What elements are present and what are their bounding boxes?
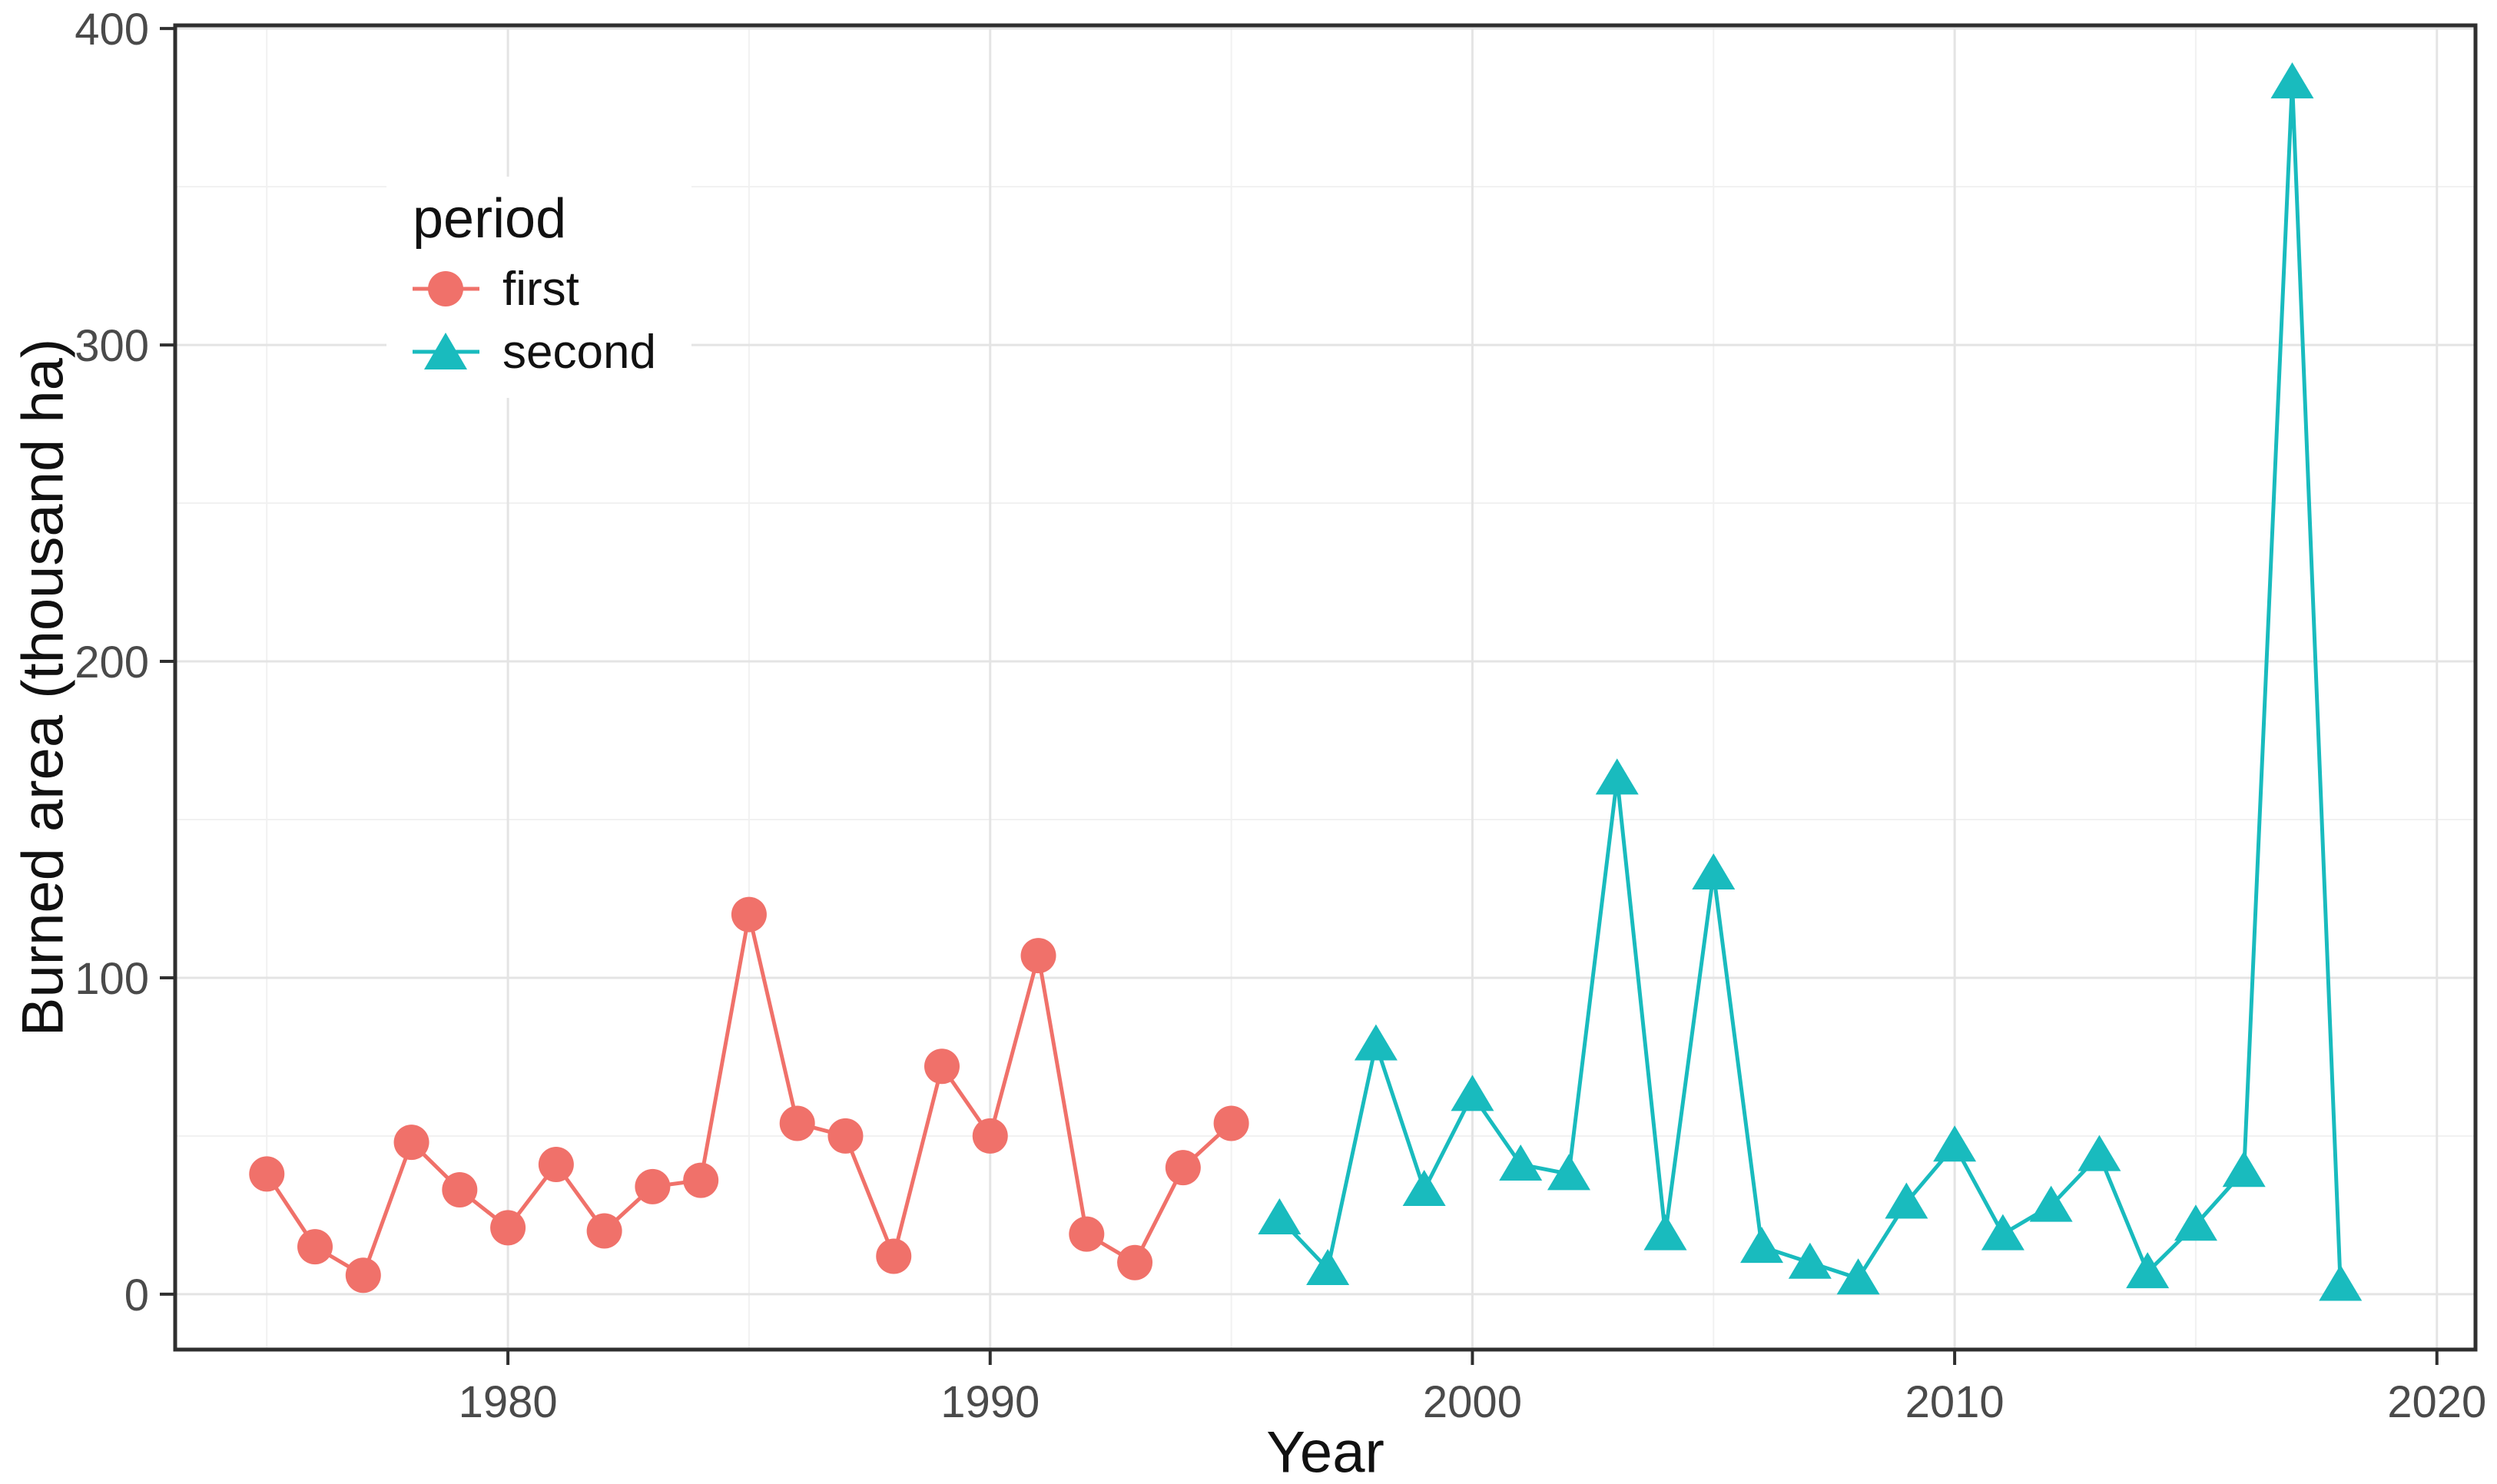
legend-title: period [413,188,567,250]
data-point-first [683,1162,719,1198]
legend-label-second: second [502,325,656,379]
x-tick-label: 2000 [1423,1377,1522,1427]
data-point-second [2126,1252,2170,1289]
data-point-second [1499,1144,1543,1181]
data-point-second [1788,1242,1832,1279]
data-point-second [1547,1154,1590,1191]
data-point-first [1117,1244,1153,1280]
legend-item-second: second [410,324,656,379]
y-tick-label: 0 [124,1270,149,1320]
data-point-second [1595,758,1639,795]
data-point-second [1933,1125,1977,1162]
data-point-first [442,1171,478,1207]
data-point-first [393,1125,429,1161]
legend-label-first: first [502,262,579,316]
y-axis-title: Burned area (thousand ha) [10,338,76,1037]
x-tick-label: 2010 [1905,1377,2005,1427]
data-point-first [586,1213,622,1249]
data-point-second [1740,1227,1784,1264]
data-point-first [1165,1150,1201,1186]
data-point-first [249,1156,285,1192]
x-tick-label: 1990 [940,1377,1040,1427]
data-point-first [490,1210,526,1246]
x-tick-label: 2020 [2387,1377,2486,1427]
data-point-first [731,896,767,932]
data-point-second [2222,1151,2266,1188]
data-point-second [1354,1024,1398,1061]
data-point-second [1258,1198,1302,1235]
panel-border [173,23,2478,1352]
y-tick-label: 400 [75,5,149,55]
data-point-first [297,1229,333,1265]
data-point-second [2078,1135,2121,1171]
data-point-second [1885,1182,1928,1219]
y-tick-label: 300 [75,321,149,371]
legend-item-first: first [410,261,656,316]
y-tick-label: 200 [75,638,149,687]
data-point-first [827,1118,864,1154]
data-point-second [1451,1075,1494,1111]
legend: period first second [386,177,691,398]
data-point-second [2319,1264,2363,1301]
data-point-first [1213,1105,1249,1141]
x-axis-title: Year [1266,1419,1384,1484]
data-point-first [779,1105,815,1141]
y-tick-label: 100 [75,954,149,1004]
data-point-first [876,1238,912,1274]
data-point-first [635,1168,671,1204]
data-point-second [1692,853,1736,890]
data-point-first [1020,938,1056,974]
data-point-first [972,1118,1008,1154]
x-tick-label: 1980 [459,1377,558,1427]
data-point-first [1069,1216,1105,1252]
legend-key-first-circle-icon [413,271,479,306]
data-point-second [2270,62,2314,99]
legend-key-second-triangle-icon [413,333,479,369]
data-point-second [2174,1204,2217,1241]
data-point-first [924,1048,960,1085]
data-point-second [1402,1169,1446,1206]
data-point-second [1981,1214,2024,1250]
data-point-first [538,1147,574,1183]
data-point-second [1643,1214,1687,1250]
data-point-second [2029,1185,2073,1222]
data-point-second [1836,1258,1880,1295]
data-point-first [345,1257,381,1294]
data-point-second [1306,1248,1350,1285]
